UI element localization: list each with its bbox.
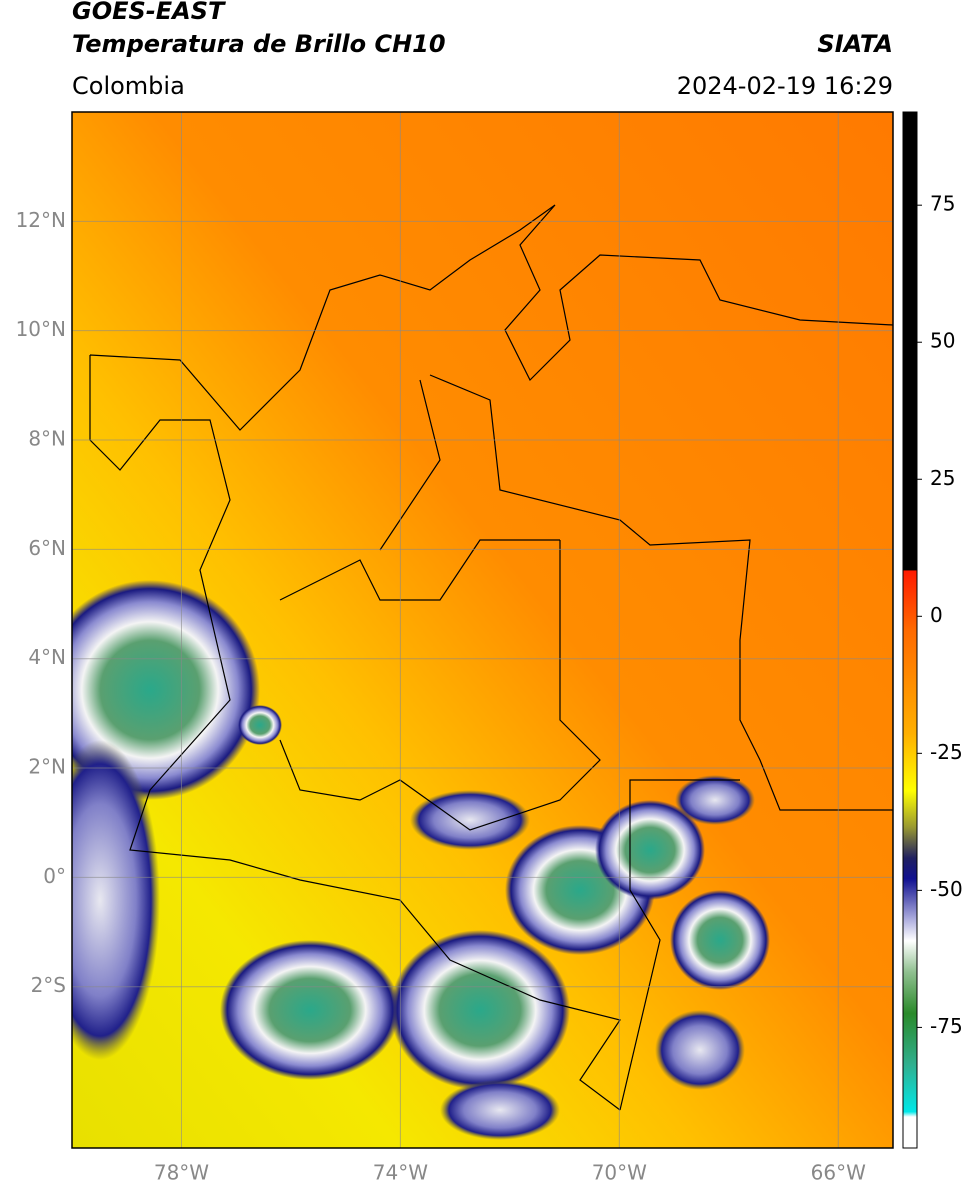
graticule	[72, 112, 893, 1148]
satellite: GOES-EAST	[72, 0, 226, 25]
colorbar-label: 0	[930, 603, 943, 627]
colorbar-label: 75	[930, 192, 955, 216]
cloud	[72, 740, 160, 1060]
source: SIATA	[817, 30, 893, 58]
colorbar	[902, 111, 918, 1149]
lat-label: 12°N	[16, 208, 66, 232]
colorbar-label: -50	[930, 877, 963, 901]
colorbar-label: -25	[930, 740, 963, 764]
lat-label: 8°N	[28, 427, 66, 451]
cloud	[675, 775, 755, 825]
cloud	[595, 800, 705, 900]
cloud	[390, 930, 570, 1090]
borders	[89, 204, 893, 1111]
map-frame	[71, 111, 894, 1149]
lon-label: 66°W	[811, 1161, 866, 1185]
colorbar-label: 50	[930, 329, 955, 353]
region: Colombia	[72, 72, 185, 100]
lon-label: 78°W	[154, 1161, 209, 1185]
cloud	[220, 940, 400, 1080]
cloud	[410, 790, 530, 850]
lat-label: 10°N	[16, 317, 66, 341]
lat-label: 6°N	[28, 536, 66, 560]
lat-label: 0°	[43, 864, 66, 888]
lat-label: 2°N	[28, 755, 66, 779]
lat-label: 2°S	[31, 973, 66, 997]
lat-label: 4°N	[28, 645, 66, 669]
datetime: 2024-02-19 16:29	[677, 72, 893, 100]
lon-label: 70°W	[592, 1161, 647, 1185]
cloud	[670, 890, 770, 990]
cloud	[440, 1080, 560, 1140]
imagery	[72, 112, 893, 1148]
product: Temperatura de Brillo CH10	[72, 30, 446, 58]
cloud	[655, 1010, 745, 1090]
cloud	[72, 580, 260, 800]
cloud	[238, 705, 282, 745]
colorbar-label: -75	[930, 1014, 963, 1038]
colorbar-label: 25	[930, 466, 955, 490]
lon-label: 74°W	[373, 1161, 428, 1185]
